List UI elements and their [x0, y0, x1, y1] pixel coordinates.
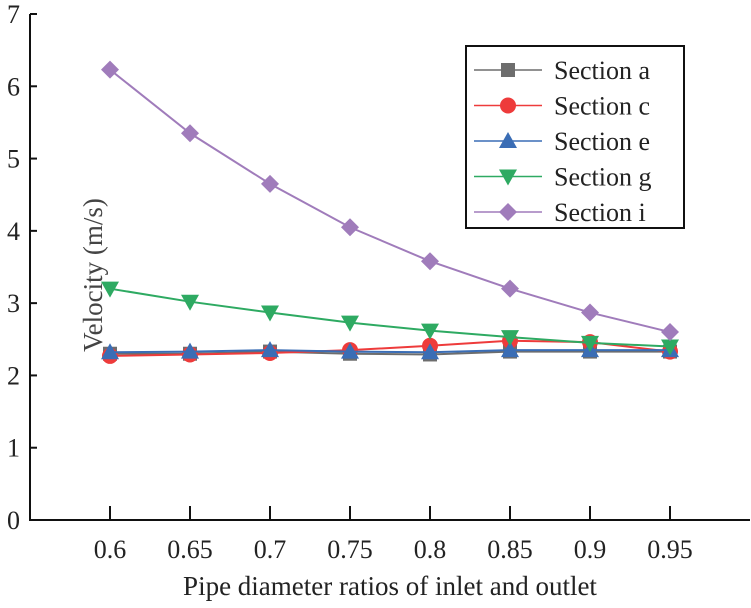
y-tick-label: 2	[7, 361, 20, 390]
x-tick-label: 0.95	[647, 535, 693, 564]
data-point-section-i	[421, 252, 439, 271]
y-tick-label: 1	[7, 434, 20, 463]
data-point-section-g	[341, 315, 359, 332]
x-tick-label: 0.8	[414, 535, 447, 564]
data-point-section-e	[101, 343, 119, 360]
axes: 0 1 2 3 4 5 6 7 0.6 0.65 0.7 0.75 0.8 0.85 0.9 0.95	[7, 0, 750, 564]
data-point-section-i	[581, 303, 599, 322]
x-tick-label: 0.75	[327, 535, 373, 564]
data-point-section-i	[661, 323, 679, 342]
y-tick-label: 3	[7, 289, 20, 318]
legend-marker-section-g	[499, 169, 517, 186]
series-section-i	[101, 60, 679, 342]
data-point-section-e	[181, 342, 199, 359]
data-point-section-g	[661, 339, 679, 356]
y-tick-label: 4	[7, 217, 20, 246]
legend-marker-section-c	[500, 97, 516, 114]
data-point-section-i	[181, 124, 199, 143]
x-tick-label: 0.7	[254, 535, 287, 564]
y-tick-label: 0	[7, 506, 20, 535]
legend-marker-section-a	[501, 63, 515, 77]
data-point-section-i	[261, 174, 279, 193]
data-point-section-e	[421, 343, 439, 360]
data-point-section-g	[581, 335, 599, 352]
legend: Section a Section c Section e Section g Sect…	[465, 45, 685, 229]
data-point-section-i	[101, 60, 119, 79]
data-point-section-i	[501, 279, 519, 298]
legend-label-section-g: Section g	[554, 163, 652, 192]
x-axis-label: Pipe diameter ratios of inlet and outlet	[183, 571, 597, 601]
data-point-section-g	[181, 294, 199, 311]
series-section-e	[101, 341, 679, 360]
x-tick-label: 0.65	[167, 535, 213, 564]
x-tick-label: 0.9	[574, 535, 607, 564]
series-group	[101, 60, 679, 364]
legend-marker-section-i	[499, 203, 517, 221]
series-line-section-i	[109, 68, 671, 334]
data-point-section-g	[421, 323, 439, 340]
legend-label-section-a: Section a	[554, 56, 650, 85]
legend-label-section-e: Section e	[554, 127, 650, 156]
data-point-section-g	[101, 281, 119, 298]
data-point-section-g	[501, 330, 519, 347]
data-point-section-e	[341, 342, 359, 359]
y-tick-label: 5	[7, 145, 20, 174]
series-line-section-e	[109, 349, 670, 354]
y-tick-label: 6	[7, 72, 20, 101]
legend-marker-section-e	[499, 132, 517, 148]
x-tick-label: 0.85	[487, 535, 533, 564]
y-tick-label: 7	[7, 0, 20, 29]
data-point-section-i	[341, 218, 359, 237]
data-point-section-g	[261, 305, 279, 322]
y-axis-label: Velocity (m/s)	[78, 198, 108, 352]
legend-label-section-i: Section i	[554, 198, 646, 227]
data-point-section-e	[501, 341, 519, 358]
legend-label-section-c: Section c	[554, 92, 650, 121]
series-line-section-g	[109, 287, 671, 348]
x-tick-label: 0.6	[94, 535, 127, 564]
series-section-g	[101, 281, 679, 356]
data-point-section-e	[261, 341, 279, 358]
